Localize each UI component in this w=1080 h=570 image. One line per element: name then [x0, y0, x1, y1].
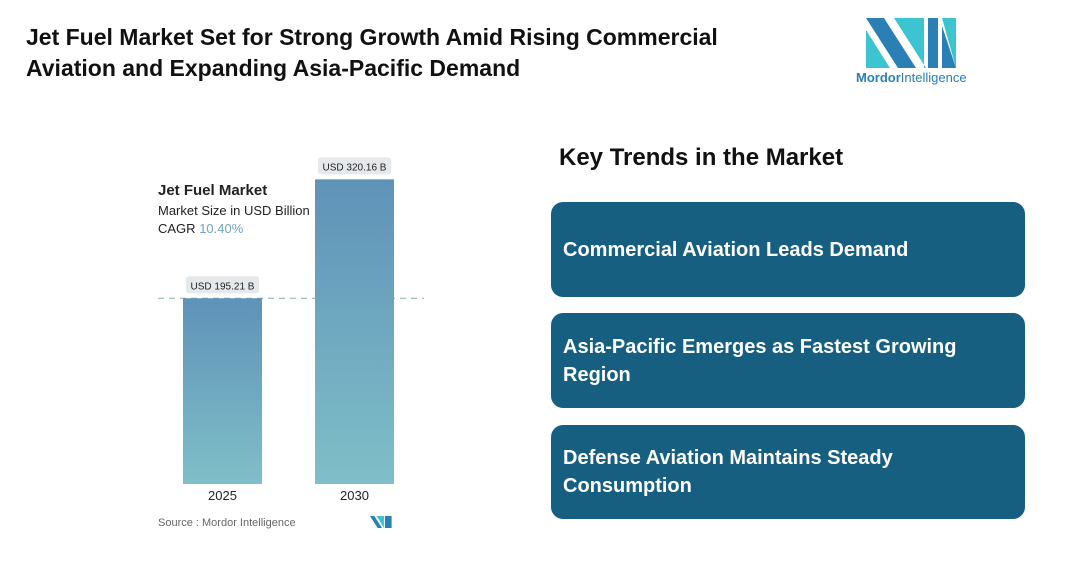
bar-2030 [315, 179, 394, 484]
mordor-logo [866, 18, 956, 68]
data-label: USD 195.21 B [191, 281, 255, 292]
chart-subtitle: Market Size in USD Billion [158, 203, 310, 218]
data-label-bg [186, 276, 259, 294]
bar-chart: USD 195.21 B 2025 USD 320.16 B 2030 [158, 157, 424, 503]
mordor-small-logo [370, 516, 392, 528]
trend-card-3: Defense Aviation Maintains Steady Consum… [551, 425, 1025, 519]
data-label: USD 320.16 B [323, 162, 387, 173]
x-tick-label: 2025 [208, 488, 237, 503]
page-title: Jet Fuel Market Set for Strong Growth Am… [26, 24, 718, 81]
trends-heading: Key Trends in the Market [559, 144, 844, 171]
source: Source : Mordor Intelligence [158, 517, 296, 529]
bar-2025 [183, 298, 262, 484]
x-tick-label: 2030 [340, 488, 369, 503]
cagr: CAGR 10.40% [158, 221, 244, 236]
logo-text: MordorIntelligence [856, 70, 967, 85]
chart-title: Jet Fuel Market [158, 182, 268, 199]
trend-card-1: Commercial Aviation Leads Demand [551, 202, 1025, 297]
trend-card-2: Asia-Pacific Emerges as Fastest Growing … [551, 313, 1025, 408]
data-label-bg [318, 157, 391, 175]
